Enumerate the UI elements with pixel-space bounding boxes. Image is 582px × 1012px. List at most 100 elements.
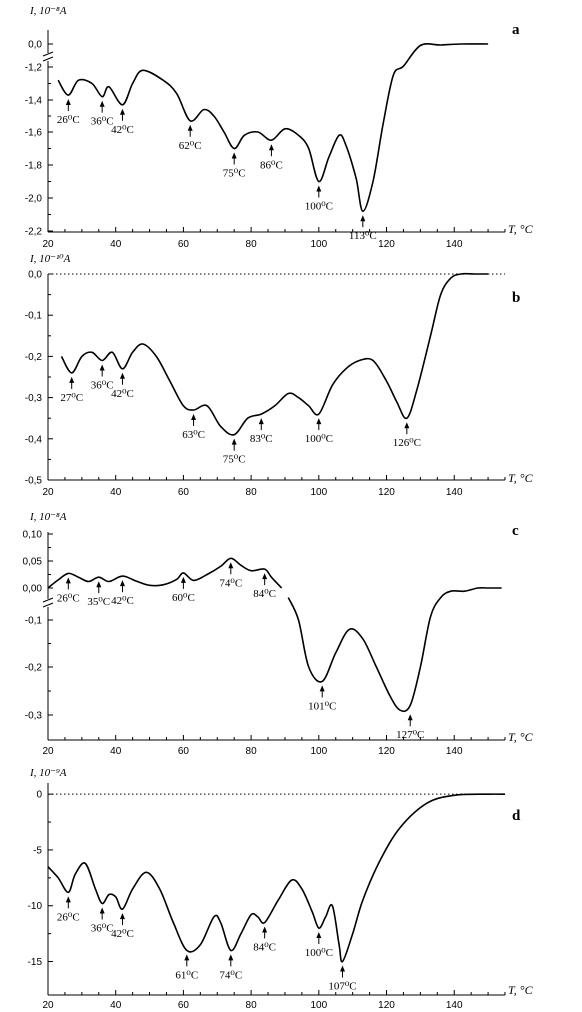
y-axis-title: I, 10⁻⁹A: [29, 767, 67, 779]
panel-a: 20 40 60 80 100 120 140 0,0 -1,2 -1,4 -1,6 -1,8 -2,0…: [25, 5, 534, 250]
annotation-arrowhead: [316, 932, 322, 939]
panel-label: c: [512, 523, 519, 539]
y-tick-label: -0,3: [25, 711, 43, 722]
series-line: [287, 586, 502, 713]
x-tick-label: 140: [446, 746, 463, 757]
y-tick-label: -0,3: [25, 393, 43, 404]
y-tick-label: -1,6: [25, 128, 43, 139]
peak-label: 107⁰C: [328, 981, 356, 993]
peak-label: 26⁰C: [57, 911, 80, 923]
y-tick-label: 0: [36, 790, 42, 801]
annotation-arrowhead: [65, 99, 71, 106]
peak-label: 100⁰C: [305, 433, 333, 445]
x-tick-label: 40: [110, 1000, 122, 1011]
x-tick-label: 80: [246, 239, 258, 250]
x-tick-label: 20: [42, 1000, 54, 1011]
x-tick-label: 60: [178, 746, 190, 757]
axis-break-mark: [42, 602, 54, 608]
annotation-arrowhead: [407, 714, 413, 721]
peak-label: 62⁰C: [179, 140, 202, 152]
annotation-arrowhead: [65, 577, 71, 584]
x-tick-label: 80: [246, 746, 258, 757]
y-tick-label: -0,4: [25, 434, 43, 445]
peak-label: 35⁰C: [87, 596, 110, 608]
annotation-arrowhead: [316, 418, 322, 425]
series-line: [60, 272, 489, 436]
peak-label: 113⁰C: [349, 230, 377, 242]
peak-label: 27⁰C: [60, 392, 83, 404]
peak-label: 36⁰C: [91, 116, 114, 128]
x-axis-title: T, °C: [508, 730, 534, 744]
annotation-arrowhead: [319, 685, 325, 692]
x-tick-label: 20: [42, 239, 54, 250]
y-tick-label: 0,0: [28, 270, 42, 281]
annotation-arrowhead: [180, 576, 186, 583]
annotation-arrowhead: [231, 438, 237, 445]
x-tick-label: 60: [178, 1000, 190, 1011]
panel-label: d: [512, 808, 521, 824]
x-tick-label: 140: [446, 487, 463, 498]
peak-label: 100⁰C: [305, 201, 333, 213]
peak-label: 75⁰C: [223, 454, 246, 466]
panel-c: 20 40 60 80 100 120 140 0,10 0,05 0,00 -0,1 -0,2 -0,…: [23, 511, 534, 757]
annotation-arrowhead: [228, 562, 234, 569]
x-tick-label: 40: [110, 746, 122, 757]
annotation-arrowhead: [119, 372, 125, 379]
x-tick-label: 80: [246, 487, 258, 498]
peak-label: 36⁰C: [91, 380, 114, 392]
annotation-arrowhead: [262, 926, 268, 933]
x-tick-label: 120: [378, 1000, 395, 1011]
x-tick-label: 140: [446, 1000, 463, 1011]
x-tick-label: 20: [42, 487, 54, 498]
annotation-arrowhead: [119, 108, 125, 115]
annotation-arrowhead: [258, 418, 264, 425]
peak-label: 60⁰C: [172, 592, 195, 604]
peak-label: 84⁰C: [253, 588, 276, 600]
peak-label: 74⁰C: [219, 577, 242, 589]
y-tick-label: 0,10: [23, 530, 43, 541]
x-tick-label: 40: [110, 239, 122, 250]
annotation-arrowhead: [268, 144, 274, 151]
peak-label: 86⁰C: [260, 159, 283, 171]
series-line: [57, 43, 489, 212]
x-axis-title: T, °C: [508, 471, 534, 485]
y-tick-label: 0,00: [23, 584, 43, 595]
peak-label: 26⁰C: [57, 114, 80, 126]
x-tick-label: 100: [310, 487, 327, 498]
peak-label: 75⁰C: [223, 168, 246, 180]
y-tick-label: -0,1: [25, 616, 43, 627]
y-tick-label: -15: [28, 957, 43, 968]
peak-label: 26⁰C: [57, 592, 80, 604]
x-tick-label: 120: [378, 746, 395, 757]
panel-label: a: [512, 22, 520, 38]
x-tick-label: 120: [378, 487, 395, 498]
annotation-arrowhead: [69, 376, 75, 383]
annotation-arrowhead: [184, 954, 190, 961]
y-tick-label: -10: [28, 901, 43, 912]
y-tick-label: 0,05: [23, 557, 43, 568]
annotation-arrowhead: [65, 896, 71, 903]
y-tick-label: -2,0: [25, 194, 43, 205]
x-axis-title: T, °C: [508, 222, 534, 236]
peak-label: 42⁰C: [111, 595, 134, 607]
annotation-arrowhead: [119, 913, 125, 920]
annotation-arrowhead: [404, 422, 410, 429]
peak-label: 83⁰C: [250, 433, 273, 445]
peak-label: 74⁰C: [219, 969, 242, 981]
peak-label: 42⁰C: [111, 124, 134, 136]
panel-b: 20 40 60 80 100 120 140 0,0 -0,1 -0,2 -0,3 -0,4 -0,5…: [25, 253, 534, 498]
annotation-arrowhead: [191, 413, 197, 420]
axis-break-gap: [45, 599, 51, 607]
y-tick-label: -1,4: [25, 96, 43, 107]
y-tick-label: -0,2: [25, 663, 43, 674]
x-axis-title: T, °C: [508, 983, 534, 997]
x-tick-label: 20: [42, 746, 54, 757]
y-tick-label: -0,5: [25, 476, 43, 487]
annotation-arrowhead: [231, 152, 237, 159]
axis-break-mark: [42, 597, 54, 603]
y-tick-label: 0,0: [28, 40, 42, 51]
y-axis-title: I, 10⁻⁸A: [29, 5, 67, 17]
x-tick-label: 120: [378, 239, 395, 250]
y-axis-title: I, 10⁻⁸A: [29, 511, 67, 523]
peak-label: 100⁰C: [305, 947, 333, 959]
